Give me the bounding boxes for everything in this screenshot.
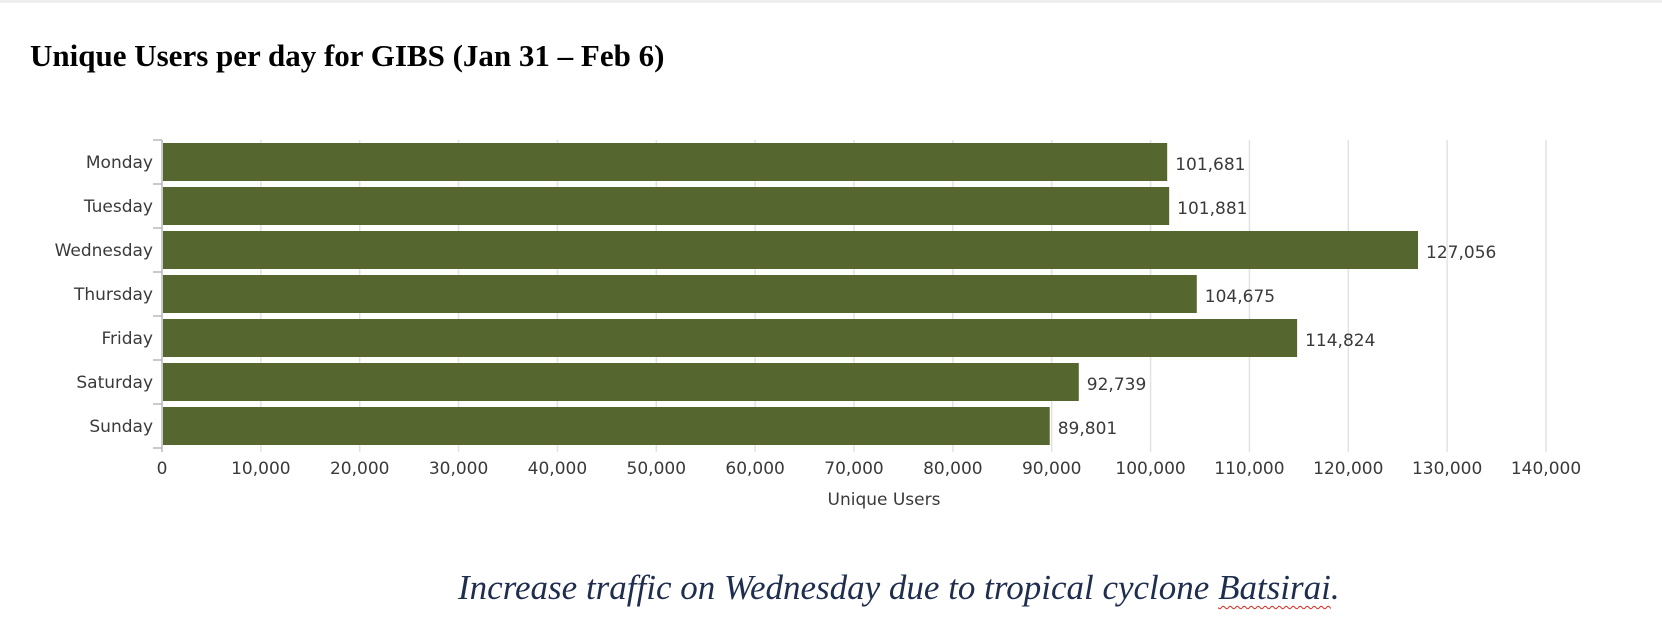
data-label: 89,801 (1058, 419, 1117, 439)
x-tick-label: 50,000 (627, 459, 686, 479)
x-axis-title: Unique Users (828, 490, 941, 510)
x-tick-label: 30,000 (429, 459, 488, 479)
labels: 0 10,000 20,000 30,000 40,000 50,000 60,000 70,… (55, 153, 1582, 510)
chart-caption: Increase traffic on Wednesday due to tro… (458, 568, 1340, 608)
bar (163, 275, 1197, 313)
category-label: Friday (101, 329, 153, 349)
bar (163, 231, 1419, 269)
bar (163, 407, 1050, 445)
data-label: 101,881 (1177, 199, 1247, 219)
caption-period: . (1330, 568, 1340, 607)
x-tick-label: 70,000 (824, 459, 883, 479)
page-title: Unique Users per day for GIBS (Jan 31 – … (30, 38, 665, 73)
bar-chart: 0 10,000 20,000 30,000 40,000 50,000 60,000 70,… (55, 139, 1582, 510)
data-label: 101,681 (1175, 155, 1245, 175)
x-tick-label: 140,000 (1511, 459, 1581, 479)
category-label: Thursday (73, 285, 153, 305)
top-rule (0, 0, 1662, 3)
data-label: 104,675 (1205, 287, 1275, 307)
x-tick-label: 110,000 (1214, 459, 1284, 479)
x-tick-label: 20,000 (330, 459, 389, 479)
category-label: Sunday (89, 417, 153, 437)
category-label: Wednesday (55, 241, 153, 261)
data-label: 92,739 (1087, 375, 1146, 395)
bars (163, 143, 1419, 445)
category-label: Monday (86, 153, 153, 173)
bar (163, 143, 1168, 181)
x-tick-label: 10,000 (231, 459, 290, 479)
caption-flagged-word: Batsirai (1218, 568, 1331, 607)
x-tick-label: 0 (157, 459, 168, 479)
x-tick-label: 40,000 (528, 459, 587, 479)
category-label: Tuesday (83, 197, 153, 217)
x-tick-label: 90,000 (1022, 459, 1081, 479)
x-tick-label: 80,000 (923, 459, 982, 479)
bar (163, 187, 1170, 225)
caption-text: Increase traffic on Wednesday due to tro… (458, 568, 1219, 607)
category-label: Saturday (76, 373, 153, 393)
x-tick-label: 120,000 (1313, 459, 1383, 479)
x-tick-label: 100,000 (1115, 459, 1185, 479)
x-tick-label: 130,000 (1412, 459, 1482, 479)
bar (163, 363, 1079, 401)
x-tick-label: 60,000 (725, 459, 784, 479)
bar (163, 319, 1298, 357)
data-label: 114,824 (1305, 331, 1375, 351)
data-label: 127,056 (1426, 243, 1496, 263)
axes (153, 139, 163, 452)
